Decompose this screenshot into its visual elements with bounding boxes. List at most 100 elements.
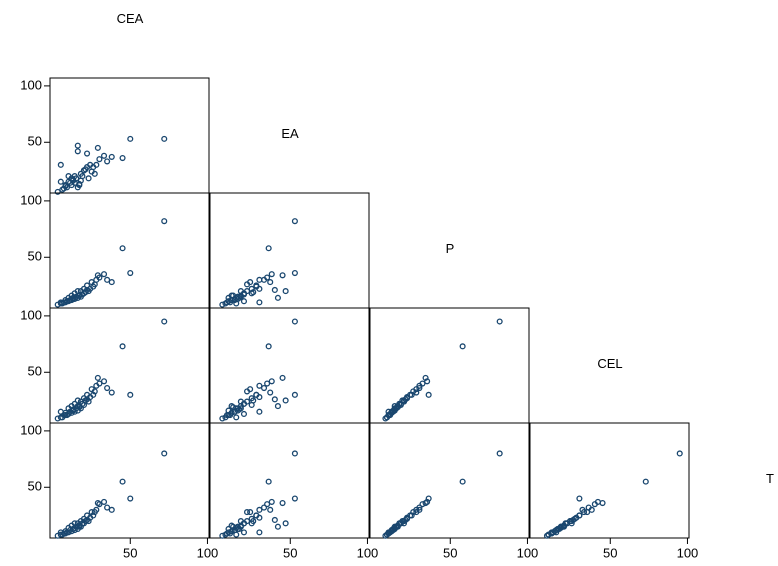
variable-label: CEA xyxy=(117,11,144,26)
data-point xyxy=(227,530,234,537)
data-point xyxy=(291,318,298,325)
data-point xyxy=(240,291,248,298)
data-point xyxy=(243,281,251,288)
data-point xyxy=(282,397,289,404)
data-point xyxy=(57,178,64,185)
data-point xyxy=(219,532,226,539)
data-point xyxy=(233,414,240,421)
data-point xyxy=(496,318,503,325)
data-point xyxy=(76,180,83,188)
data-point xyxy=(248,520,255,527)
x-tick-label: 100 xyxy=(517,545,539,560)
data-point xyxy=(413,506,420,513)
data-point xyxy=(240,410,248,418)
data-point xyxy=(127,495,134,502)
data-point xyxy=(599,499,606,507)
data-point xyxy=(54,415,61,422)
data-point xyxy=(240,529,248,536)
data-point xyxy=(161,318,168,325)
data-point xyxy=(100,271,108,278)
data-point xyxy=(570,516,577,524)
data-point xyxy=(407,512,414,519)
data-point xyxy=(65,410,72,418)
data-point xyxy=(271,516,278,524)
data-point xyxy=(76,404,83,411)
x-tick-label: 50 xyxy=(443,545,457,560)
data-point xyxy=(90,512,97,519)
data-point xyxy=(424,378,431,385)
data-point xyxy=(74,397,81,404)
data-point xyxy=(291,218,298,225)
data-point xyxy=(161,450,168,457)
data-point xyxy=(265,343,272,350)
data-point xyxy=(227,412,234,419)
data-point xyxy=(253,391,260,398)
data-point xyxy=(394,404,401,411)
data-point xyxy=(219,301,226,308)
data-point xyxy=(402,396,409,403)
data-point xyxy=(108,389,115,396)
data-point xyxy=(291,450,298,457)
data-point xyxy=(268,378,275,385)
data-point xyxy=(260,504,268,511)
data-point xyxy=(80,401,88,409)
data-point xyxy=(243,288,251,295)
data-point xyxy=(243,509,251,516)
data-point xyxy=(291,391,298,398)
data-point xyxy=(260,276,268,283)
y-tick-label: 100 xyxy=(20,192,42,207)
y-tick-label: 100 xyxy=(20,307,42,322)
data-point xyxy=(83,516,91,524)
data-point xyxy=(230,292,237,299)
data-point xyxy=(76,523,83,530)
data-point xyxy=(127,135,134,142)
data-point xyxy=(237,398,244,405)
data-point xyxy=(496,450,503,457)
data-point xyxy=(230,523,237,530)
data-point xyxy=(545,531,552,538)
data-point xyxy=(80,520,88,527)
data-point xyxy=(576,512,583,519)
data-point xyxy=(253,512,260,519)
data-point xyxy=(57,300,64,307)
data-point xyxy=(419,501,426,508)
variable-label: EA xyxy=(281,126,299,141)
panel-frame xyxy=(369,422,530,539)
data-point xyxy=(227,299,234,306)
data-point xyxy=(279,499,286,507)
data-point xyxy=(77,177,84,184)
data-point xyxy=(100,378,108,385)
data-point xyxy=(70,406,77,413)
data-point xyxy=(91,509,98,516)
data-point xyxy=(108,279,115,286)
data-point xyxy=(100,498,108,505)
data-point xyxy=(91,170,98,177)
y-tick-label: 100 xyxy=(20,77,42,92)
panel-frame xyxy=(49,422,210,539)
data-point xyxy=(230,404,237,411)
data-point xyxy=(119,245,126,252)
data-point xyxy=(243,388,251,395)
data-point xyxy=(291,269,298,277)
data-point xyxy=(236,406,243,413)
data-point xyxy=(268,498,275,505)
data-point xyxy=(579,506,586,513)
data-point xyxy=(94,144,101,151)
data-point xyxy=(96,380,103,387)
data-point xyxy=(425,391,432,398)
data-point xyxy=(62,412,69,419)
data-point xyxy=(54,532,61,539)
data-point xyxy=(256,506,263,513)
data-point xyxy=(90,283,97,290)
data-point xyxy=(65,173,72,180)
data-point xyxy=(94,374,101,381)
data-point xyxy=(233,300,240,307)
panel-frame xyxy=(209,192,370,309)
data-point xyxy=(68,409,75,416)
data-point xyxy=(407,391,414,398)
data-point xyxy=(260,384,268,392)
data-point xyxy=(127,269,134,277)
data-point xyxy=(96,156,103,163)
data-point xyxy=(267,389,274,396)
